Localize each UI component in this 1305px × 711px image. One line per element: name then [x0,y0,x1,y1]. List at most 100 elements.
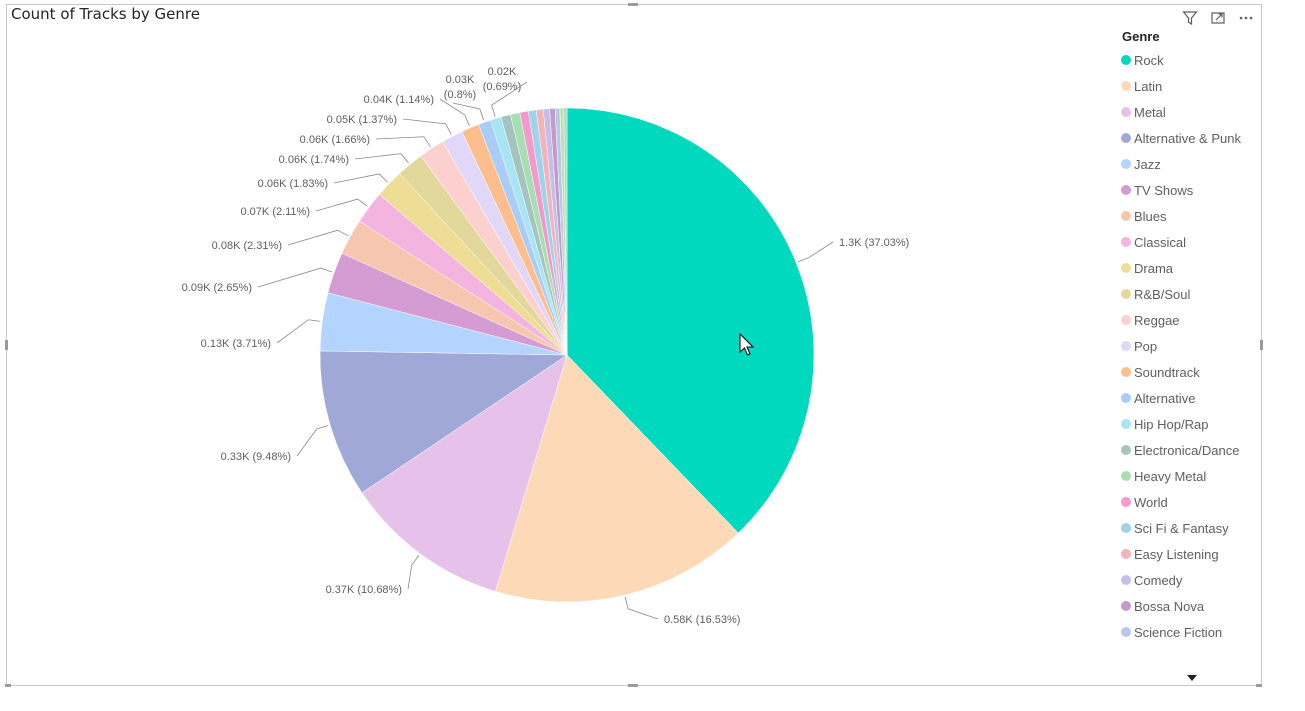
leader-line-tv-shows [257,267,333,288]
legend-item-soundtrack[interactable]: Soundtrack [1121,359,1261,385]
legend-item-classical[interactable]: Classical [1121,229,1261,255]
pie-chart-visual[interactable]: Count of Tracks by Genre 1.3K (37.03%) 0.… [6,4,1262,686]
leader-line-reggae [375,136,431,148]
pie-chart: 1.3K (37.03%) 0.58K (16.53%) 0.37K (10.68%… [182,66,910,626]
leader-line-jazz [276,319,321,344]
legend-marker [1121,185,1131,195]
legend-item-rock[interactable]: Rock [1121,47,1261,73]
resize-handle-right[interactable] [1260,340,1263,350]
pie-slice-metal[interactable] [361,354,568,592]
legend-label: Electronica/Dance [1134,442,1240,458]
visual-header-icons [1181,9,1255,27]
legend-label: Metal [1134,104,1166,120]
legend-item-easy-listening[interactable]: Easy Listening [1121,541,1261,567]
legend-label: Bossa Nova [1134,598,1205,614]
legend-label: Alternative & Punk [1134,130,1241,146]
leader-line-alternative [452,102,485,121]
legend-marker [1121,107,1131,117]
leader-line-rock [797,241,834,263]
legend-item-metal[interactable]: Metal [1121,99,1261,125]
more-options-icon[interactable] [1237,9,1255,27]
data-label-drama: 0.06K (1.83%) [258,178,328,190]
legend-item-world[interactable]: World [1121,489,1261,515]
legend-marker [1121,445,1131,455]
legend-item-tv-shows[interactable]: TV Shows [1121,177,1261,203]
pie-slice-rock[interactable] [566,107,815,534]
resize-handle-left[interactable] [5,340,8,350]
legend-marker [1121,497,1131,507]
legend-marker [1121,575,1131,585]
data-label-blues: 0.08K (2.31%) [212,240,282,252]
pie-slice-alternative-punk[interactable] [319,350,568,494]
legend-scroll-down-icon[interactable] [1185,669,1199,681]
data-label-latin: 0.58K (16.53%) [664,614,740,626]
pie-slices [319,107,815,603]
leader-line-r-b-soul [354,153,409,164]
pie-slice-opera[interactable] [563,107,568,356]
legend-label: TV Shows [1134,182,1194,198]
legend-label: Easy Listening [1134,546,1219,562]
resize-handle-bottom[interactable] [628,684,638,687]
legend-label: Reggae [1134,312,1180,328]
legend-item-blues[interactable]: Blues [1121,203,1261,229]
legend-marker [1121,367,1131,377]
legend-label: Sci Fi & Fantasy [1134,520,1229,536]
data-label-alternative-line-1: 0.03K [446,74,475,86]
legend-marker [1121,393,1131,403]
legend-label: Jazz [1134,156,1161,172]
leader-line-classical [315,198,368,212]
legend-marker [1121,315,1131,325]
legend-marker [1121,523,1131,533]
legend-label: Heavy Metal [1134,468,1207,484]
data-label-alternative-punk: 0.33K (9.48%) [221,451,291,463]
data-label-tv-shows: 0.09K (2.65%) [182,282,252,294]
legend-item-alternative-punk[interactable]: Alternative & Punk [1121,125,1261,151]
leader-line-drama [333,173,388,184]
leader-line-alternative-punk [296,425,329,457]
legend-item-electronica-dance[interactable]: Electronica/Dance [1121,437,1261,463]
legend-marker [1121,627,1131,637]
legend-label: Drama [1134,260,1174,276]
resize-handle-bottom-left[interactable] [5,684,11,687]
legend-label: Alternative [1134,390,1196,406]
resize-handle-bottom-right[interactable] [1256,684,1262,687]
leader-line-blues [287,229,349,246]
focus-mode-icon[interactable] [1209,9,1227,27]
legend-marker [1121,341,1131,351]
legend-item-jazz[interactable]: Jazz [1121,151,1261,177]
legend-item-drama[interactable]: Drama [1121,255,1261,281]
legend-item-pop[interactable]: Pop [1121,333,1261,359]
legend-label: Blues [1134,208,1167,224]
legend-marker [1121,601,1131,611]
legend-item-heavy-metal[interactable]: Heavy Metal [1121,463,1261,489]
legend-marker [1121,133,1131,143]
chart-title: Count of Tracks by Genre [11,5,200,23]
legend-item-science-fiction[interactable]: Science Fiction [1121,619,1261,645]
legend: Genre Rock Latin Metal Alternative & Punk Ja… [1121,29,1261,645]
legend-item-r-b-soul[interactable]: R&B/Soul [1121,281,1261,307]
legend-marker [1121,289,1131,299]
legend-item-bossa-nova[interactable]: Bossa Nova [1121,593,1261,619]
filter-icon[interactable] [1181,9,1199,27]
legend-item-hip-hop-rap[interactable]: Hip Hop/Rap [1121,411,1261,437]
legend-label: Latin [1134,78,1163,94]
data-label-r-b-soul: 0.06K (1.74%) [279,154,349,166]
legend-item-alternative[interactable]: Alternative [1121,385,1261,411]
leader-line-soundtrack [439,98,470,127]
legend-item-reggae[interactable]: Reggae [1121,307,1261,333]
legend-marker [1121,471,1131,481]
leader-line-pop [402,118,452,135]
legend-item-sci-fi-fantasy[interactable]: Sci Fi & Fantasy [1121,515,1261,541]
data-label-hip-hop-rap-line-2: (0.69%) [483,81,522,93]
mouse-cursor-icon [739,332,755,356]
resize-handle-top[interactable] [628,3,638,6]
legend-item-latin[interactable]: Latin [1121,73,1261,99]
legend-item-comedy[interactable]: Comedy [1121,567,1261,593]
pie-slice-latin[interactable] [495,354,739,603]
legend-label: Comedy [1134,572,1183,588]
legend-label: World [1134,494,1168,510]
data-label-reggae: 0.06K (1.66%) [300,134,370,146]
legend-label: R&B/Soul [1134,286,1191,302]
legend-marker [1121,159,1131,169]
legend-marker [1121,237,1131,247]
